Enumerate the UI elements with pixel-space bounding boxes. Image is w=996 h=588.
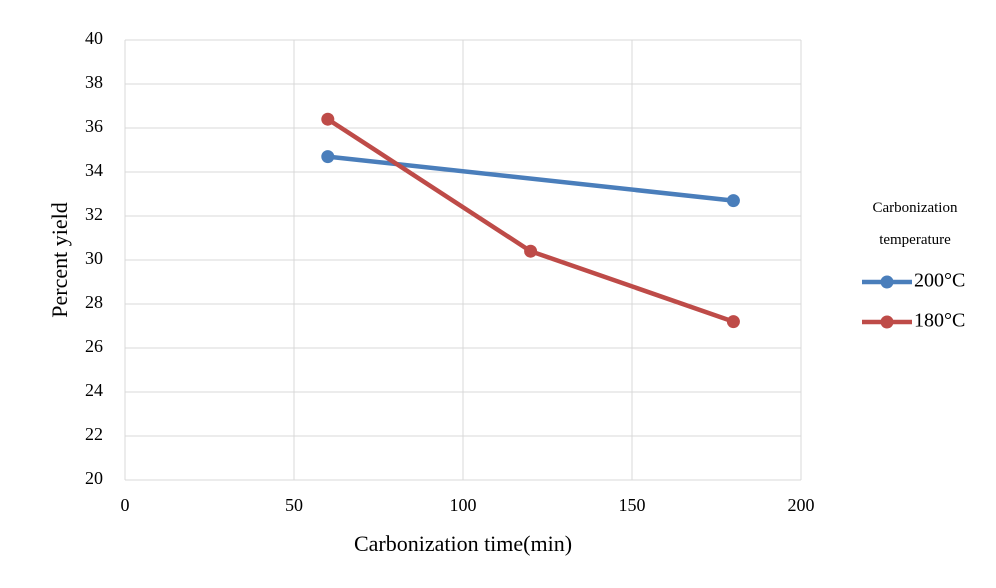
page: Carbonization time(min) Percent yield 20… [0, 0, 996, 588]
x-tick-label: 50 [285, 495, 303, 515]
y-axis-label: Percent yield [47, 202, 72, 317]
y-tick-label: 38 [85, 72, 103, 92]
x-tick-label: 0 [121, 495, 130, 515]
x-axis-label: Carbonization time(min) [354, 531, 572, 556]
data-point [727, 194, 740, 207]
legend-marker [881, 316, 894, 329]
legend-title: Carbonization temperature [850, 192, 980, 256]
y-tick-label: 36 [85, 116, 103, 136]
x-tick-label: 100 [450, 495, 477, 515]
chart: Carbonization time(min) Percent yield 20… [0, 0, 996, 588]
data-point [727, 315, 740, 328]
legend-marker [881, 276, 894, 289]
data-point [321, 113, 334, 126]
x-tick-label: 200 [788, 495, 815, 515]
y-tick-label: 22 [85, 424, 103, 444]
y-tick-label: 28 [85, 292, 103, 312]
y-tick-label: 24 [85, 380, 103, 400]
legend-label: 200°C [914, 270, 965, 292]
legend-label: 180°C [914, 310, 965, 332]
y-tick-label: 40 [85, 28, 103, 48]
series-line [328, 157, 734, 201]
data-point [524, 245, 537, 258]
x-tick-label: 150 [619, 495, 646, 515]
y-tick-label: 26 [85, 336, 103, 356]
y-tick-label: 32 [85, 204, 103, 224]
y-tick-label: 20 [85, 468, 103, 488]
y-tick-label: 30 [85, 248, 103, 268]
data-point [321, 150, 334, 163]
y-tick-label: 34 [85, 160, 103, 180]
series-line [328, 119, 734, 321]
